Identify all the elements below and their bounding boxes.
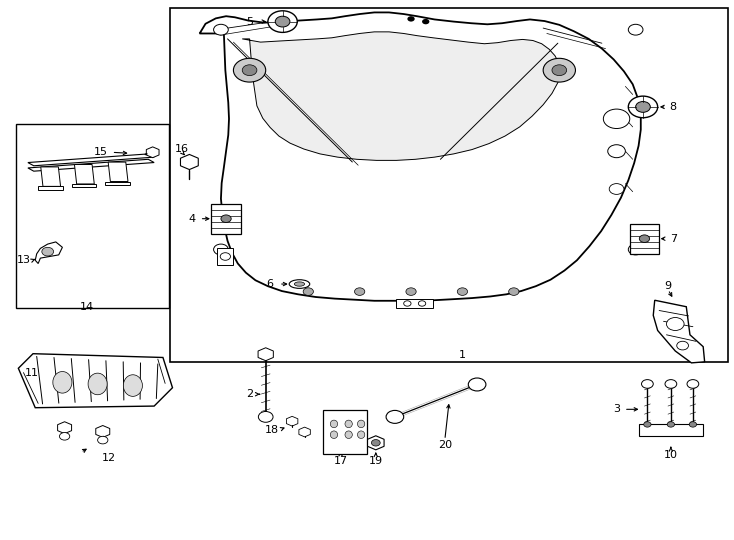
Text: 4: 4	[189, 214, 196, 224]
Text: 7: 7	[670, 234, 677, 244]
Polygon shape	[35, 242, 62, 264]
Polygon shape	[217, 248, 233, 265]
Text: 20: 20	[437, 440, 452, 450]
Text: 3: 3	[613, 404, 620, 414]
Circle shape	[667, 422, 675, 427]
Circle shape	[639, 235, 650, 242]
Circle shape	[258, 411, 273, 422]
Circle shape	[609, 184, 624, 194]
Text: 13: 13	[16, 255, 31, 265]
Polygon shape	[38, 186, 63, 190]
Ellipse shape	[294, 282, 305, 286]
Circle shape	[628, 24, 643, 35]
Polygon shape	[105, 181, 130, 185]
Circle shape	[233, 58, 266, 82]
Circle shape	[603, 109, 630, 129]
Circle shape	[636, 102, 650, 112]
Circle shape	[677, 341, 688, 350]
Polygon shape	[41, 167, 61, 186]
Polygon shape	[200, 12, 641, 301]
Polygon shape	[211, 204, 241, 234]
Ellipse shape	[53, 372, 72, 393]
Ellipse shape	[357, 420, 365, 428]
Circle shape	[628, 96, 658, 118]
Text: 12: 12	[101, 453, 116, 463]
Text: 2: 2	[246, 389, 253, 399]
Polygon shape	[630, 224, 659, 254]
Circle shape	[666, 318, 684, 330]
Text: 18: 18	[264, 425, 279, 435]
Circle shape	[371, 440, 380, 446]
Ellipse shape	[289, 280, 310, 288]
Ellipse shape	[357, 431, 365, 438]
Circle shape	[214, 244, 228, 255]
Text: 19: 19	[368, 456, 383, 466]
Circle shape	[552, 65, 567, 76]
Circle shape	[422, 19, 429, 24]
Circle shape	[275, 16, 290, 27]
Polygon shape	[74, 165, 94, 184]
Circle shape	[406, 288, 416, 295]
Polygon shape	[108, 162, 128, 181]
Polygon shape	[28, 159, 154, 171]
Polygon shape	[18, 354, 172, 408]
Circle shape	[242, 65, 257, 76]
Circle shape	[628, 244, 643, 255]
Circle shape	[404, 301, 411, 306]
Bar	[639, 424, 703, 436]
Ellipse shape	[330, 420, 338, 428]
Polygon shape	[242, 32, 561, 160]
Ellipse shape	[345, 420, 352, 428]
Circle shape	[644, 422, 651, 427]
Circle shape	[543, 58, 575, 82]
Circle shape	[355, 288, 365, 295]
Circle shape	[509, 288, 519, 295]
Text: 6: 6	[266, 279, 274, 289]
Ellipse shape	[345, 431, 352, 438]
Text: 15: 15	[94, 147, 109, 157]
Bar	[16, 124, 169, 308]
Ellipse shape	[123, 375, 142, 396]
Circle shape	[608, 145, 625, 158]
Circle shape	[468, 378, 486, 391]
Circle shape	[642, 380, 653, 388]
Circle shape	[42, 247, 54, 256]
Text: 5: 5	[246, 17, 253, 26]
Text: 11: 11	[25, 368, 40, 377]
Polygon shape	[653, 300, 705, 363]
Ellipse shape	[330, 431, 338, 438]
Polygon shape	[71, 184, 96, 187]
Circle shape	[303, 288, 313, 295]
Ellipse shape	[88, 373, 107, 395]
Circle shape	[221, 215, 231, 222]
Circle shape	[665, 380, 677, 388]
Text: 8: 8	[669, 102, 676, 112]
Text: 16: 16	[175, 144, 189, 154]
Polygon shape	[28, 154, 154, 166]
Text: 17: 17	[333, 456, 348, 466]
Text: 9: 9	[664, 281, 672, 291]
Text: 14: 14	[79, 302, 94, 312]
Circle shape	[689, 422, 697, 427]
Circle shape	[386, 410, 404, 423]
Circle shape	[214, 24, 228, 35]
Bar	[170, 8, 728, 362]
Text: 10: 10	[664, 450, 678, 460]
Circle shape	[407, 16, 415, 22]
Circle shape	[268, 11, 297, 32]
Circle shape	[220, 253, 230, 260]
Bar	[323, 410, 367, 454]
Circle shape	[98, 436, 108, 444]
Polygon shape	[396, 299, 433, 308]
Circle shape	[59, 433, 70, 440]
Circle shape	[687, 380, 699, 388]
Circle shape	[418, 301, 426, 306]
Text: 1: 1	[459, 350, 466, 360]
Circle shape	[457, 288, 468, 295]
